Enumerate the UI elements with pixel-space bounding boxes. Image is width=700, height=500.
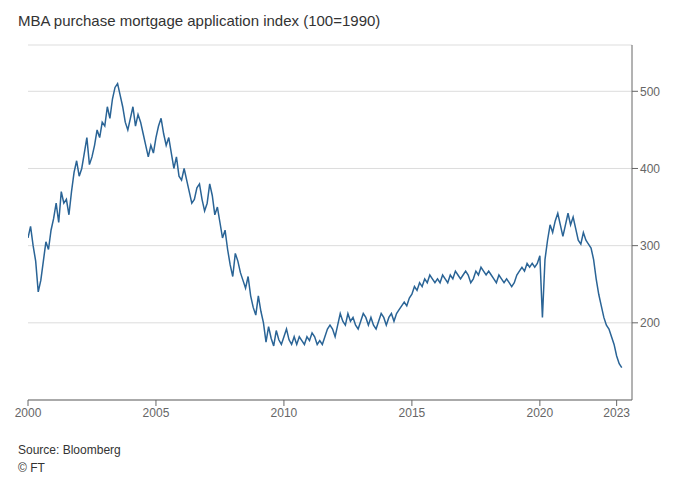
svg-text:2005: 2005 [143,406,170,420]
svg-text:500: 500 [640,85,660,99]
svg-text:2023: 2023 [603,406,630,420]
html-text:© FT: © FT [18,461,45,475]
svg-text:2010: 2010 [271,406,298,420]
svg-text:400: 400 [640,162,660,176]
svg-text:2015: 2015 [399,406,426,420]
html-text:MBA purchase mortgage applicat: MBA purchase mortgage application index … [18,12,381,29]
svg-text:2000: 2000 [15,406,42,420]
svg-text:2020: 2020 [527,406,554,420]
svg-text:300: 300 [640,239,660,253]
svg-text:200: 200 [640,316,660,330]
html-text:Source: Bloomberg: Source: Bloomberg [18,443,121,457]
